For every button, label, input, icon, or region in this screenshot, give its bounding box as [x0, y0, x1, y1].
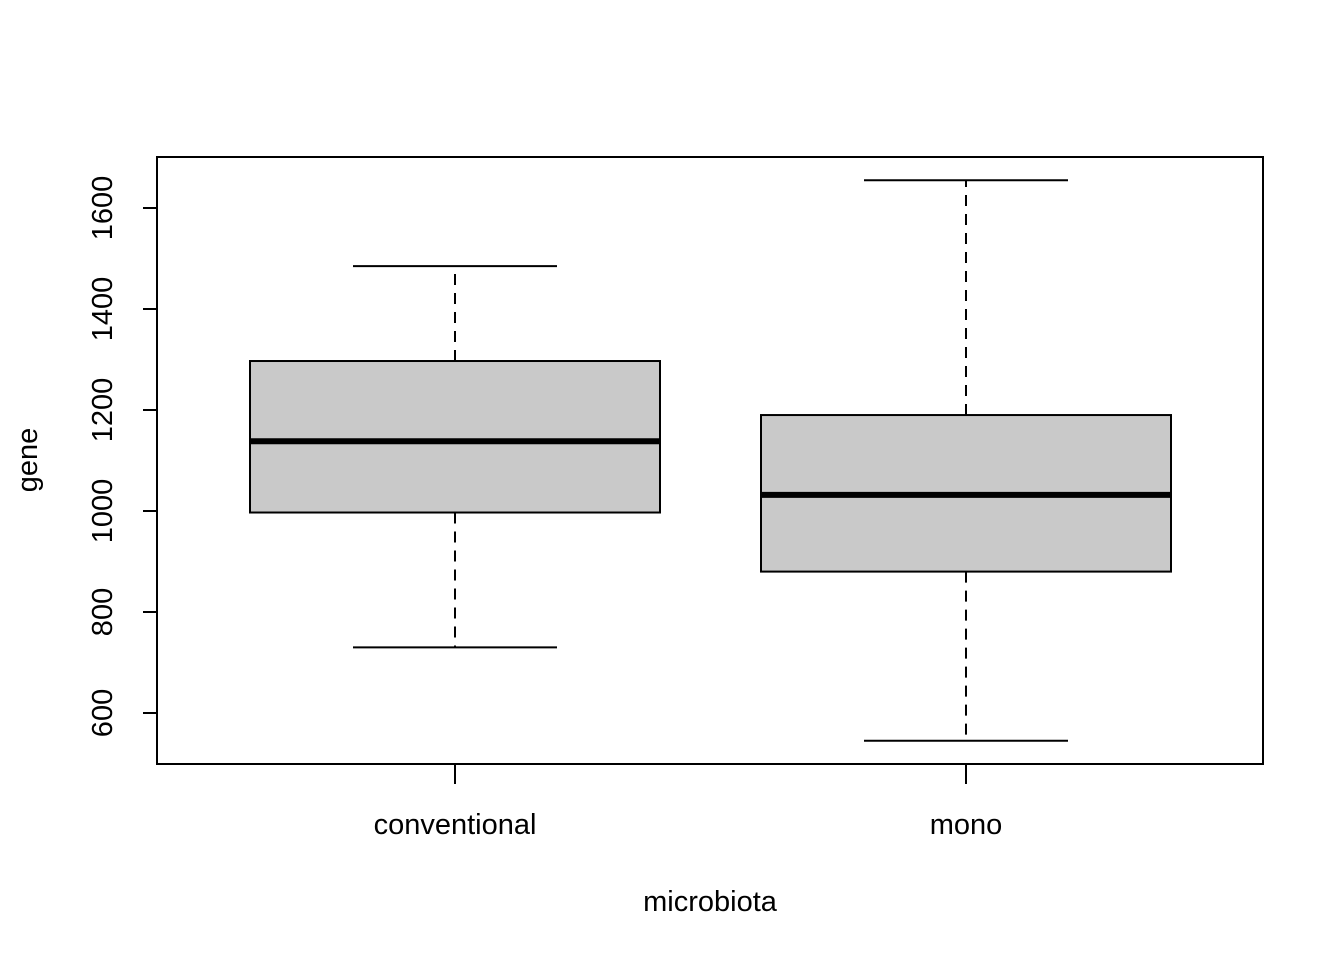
- x-tick-label: mono: [930, 809, 1003, 841]
- y-tick-label: 1400: [87, 277, 119, 342]
- y-tick-label: 1000: [87, 479, 119, 544]
- boxes: [249, 179, 1172, 742]
- y-tick-label: 1200: [87, 378, 119, 443]
- box-iqr: [249, 360, 661, 514]
- x-axis-label: microbiota: [643, 886, 778, 918]
- y-axis-label: gene: [12, 428, 44, 493]
- y-axis: 600 800 1000 1200 1400 1600: [87, 176, 158, 737]
- y-tick-label: 600: [87, 689, 119, 737]
- box-mono: [760, 179, 1172, 742]
- y-tick-label: 1600: [87, 176, 119, 241]
- box-conventional: [249, 265, 661, 649]
- y-tick-label: 800: [87, 588, 119, 636]
- x-axis: conventional mono: [374, 764, 1003, 841]
- x-tick-label: conventional: [374, 809, 537, 841]
